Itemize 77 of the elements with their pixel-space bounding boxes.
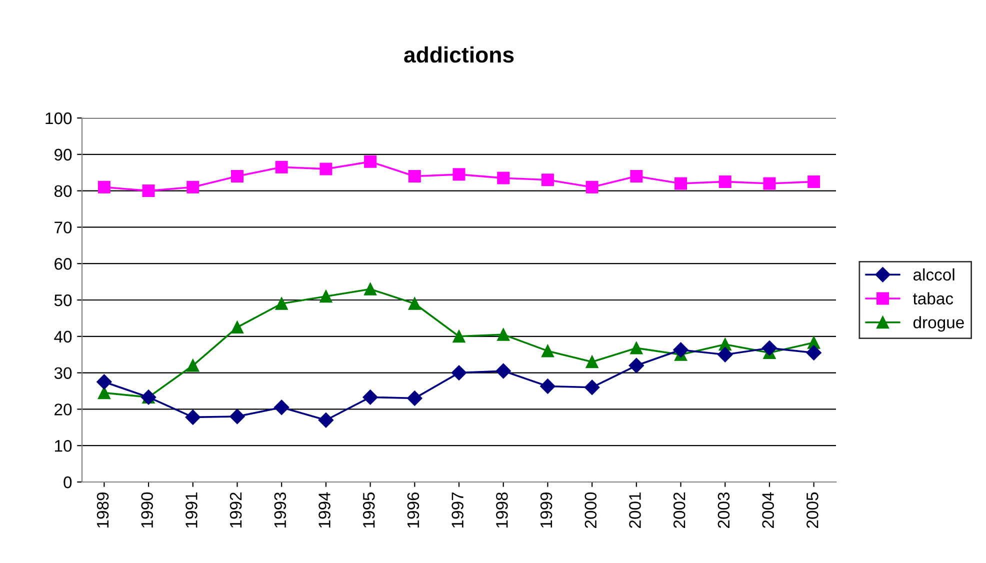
x-tick-label: 1995 [362,492,375,528]
point [630,342,643,354]
y-tick-label: 20 [54,404,72,416]
point [142,184,155,198]
point [364,155,377,168]
y-tick-label: 0 [64,476,72,488]
point [673,342,688,358]
point [230,408,245,424]
point [230,321,244,334]
point [762,340,778,356]
point [320,162,332,176]
legend-label: alccol [913,268,954,281]
x-tick-label: 1997 [452,492,464,528]
point [630,170,643,182]
point [586,180,598,194]
point [451,365,467,380]
point [628,358,644,374]
x-tick-label: 2003 [718,492,730,528]
y-tick-label: 10 [55,440,72,452]
point [586,356,598,368]
x-tick-label: 2005 [806,492,818,528]
point [186,359,200,372]
chart-title: addictions [404,46,514,63]
point [320,290,332,303]
point [186,180,200,194]
point [496,363,511,379]
x-tick-label: 1992 [230,492,242,528]
point [674,177,688,190]
point [275,160,288,174]
x-tick-label: 1999 [540,492,552,528]
point [497,328,510,341]
y-tick-label: 60 [54,258,72,270]
point [96,374,112,390]
x-tick-label: 2004 [762,492,774,528]
legend-label: drogue [913,316,964,332]
point [274,400,290,415]
point [452,168,466,181]
x-tick-label: 2000 [584,492,597,528]
x-tick-label: 1996 [407,492,420,528]
x-tick-label: 1993 [274,492,286,528]
y-tick-label: 30 [54,367,72,380]
point [806,345,822,360]
point [718,347,733,362]
point [718,175,732,188]
x-tick-label: 1989 [96,492,109,528]
y-tick-label: 70 [54,222,72,234]
point [408,297,421,310]
point [452,330,466,343]
y-tick-label: 100 [46,112,72,124]
point [808,175,820,188]
y-tick-label: 50 [54,294,72,306]
y-tick-label: 80 [54,185,72,198]
x-tick-label: 2001 [629,492,641,528]
point [98,386,110,400]
legend-label: tabac [913,292,954,304]
point [364,282,377,296]
x-tick-label: 1994 [318,492,330,528]
x-tick-label: 1991 [186,492,198,528]
y-tick-label: 40 [54,330,72,343]
point [318,412,334,428]
point [763,177,776,190]
point [584,380,600,395]
point [408,170,421,182]
point [497,172,510,184]
point [541,174,554,186]
point [407,390,422,406]
x-tick-label: 1990 [141,492,154,528]
point [98,180,110,194]
point [362,390,378,405]
point [185,410,200,425]
point [275,297,288,310]
y-tick-label: 90 [54,148,72,161]
point [541,344,554,358]
point [540,378,556,394]
point [230,170,244,182]
x-tick-label: 1998 [496,492,508,528]
x-tick-label: 2002 [673,492,686,528]
